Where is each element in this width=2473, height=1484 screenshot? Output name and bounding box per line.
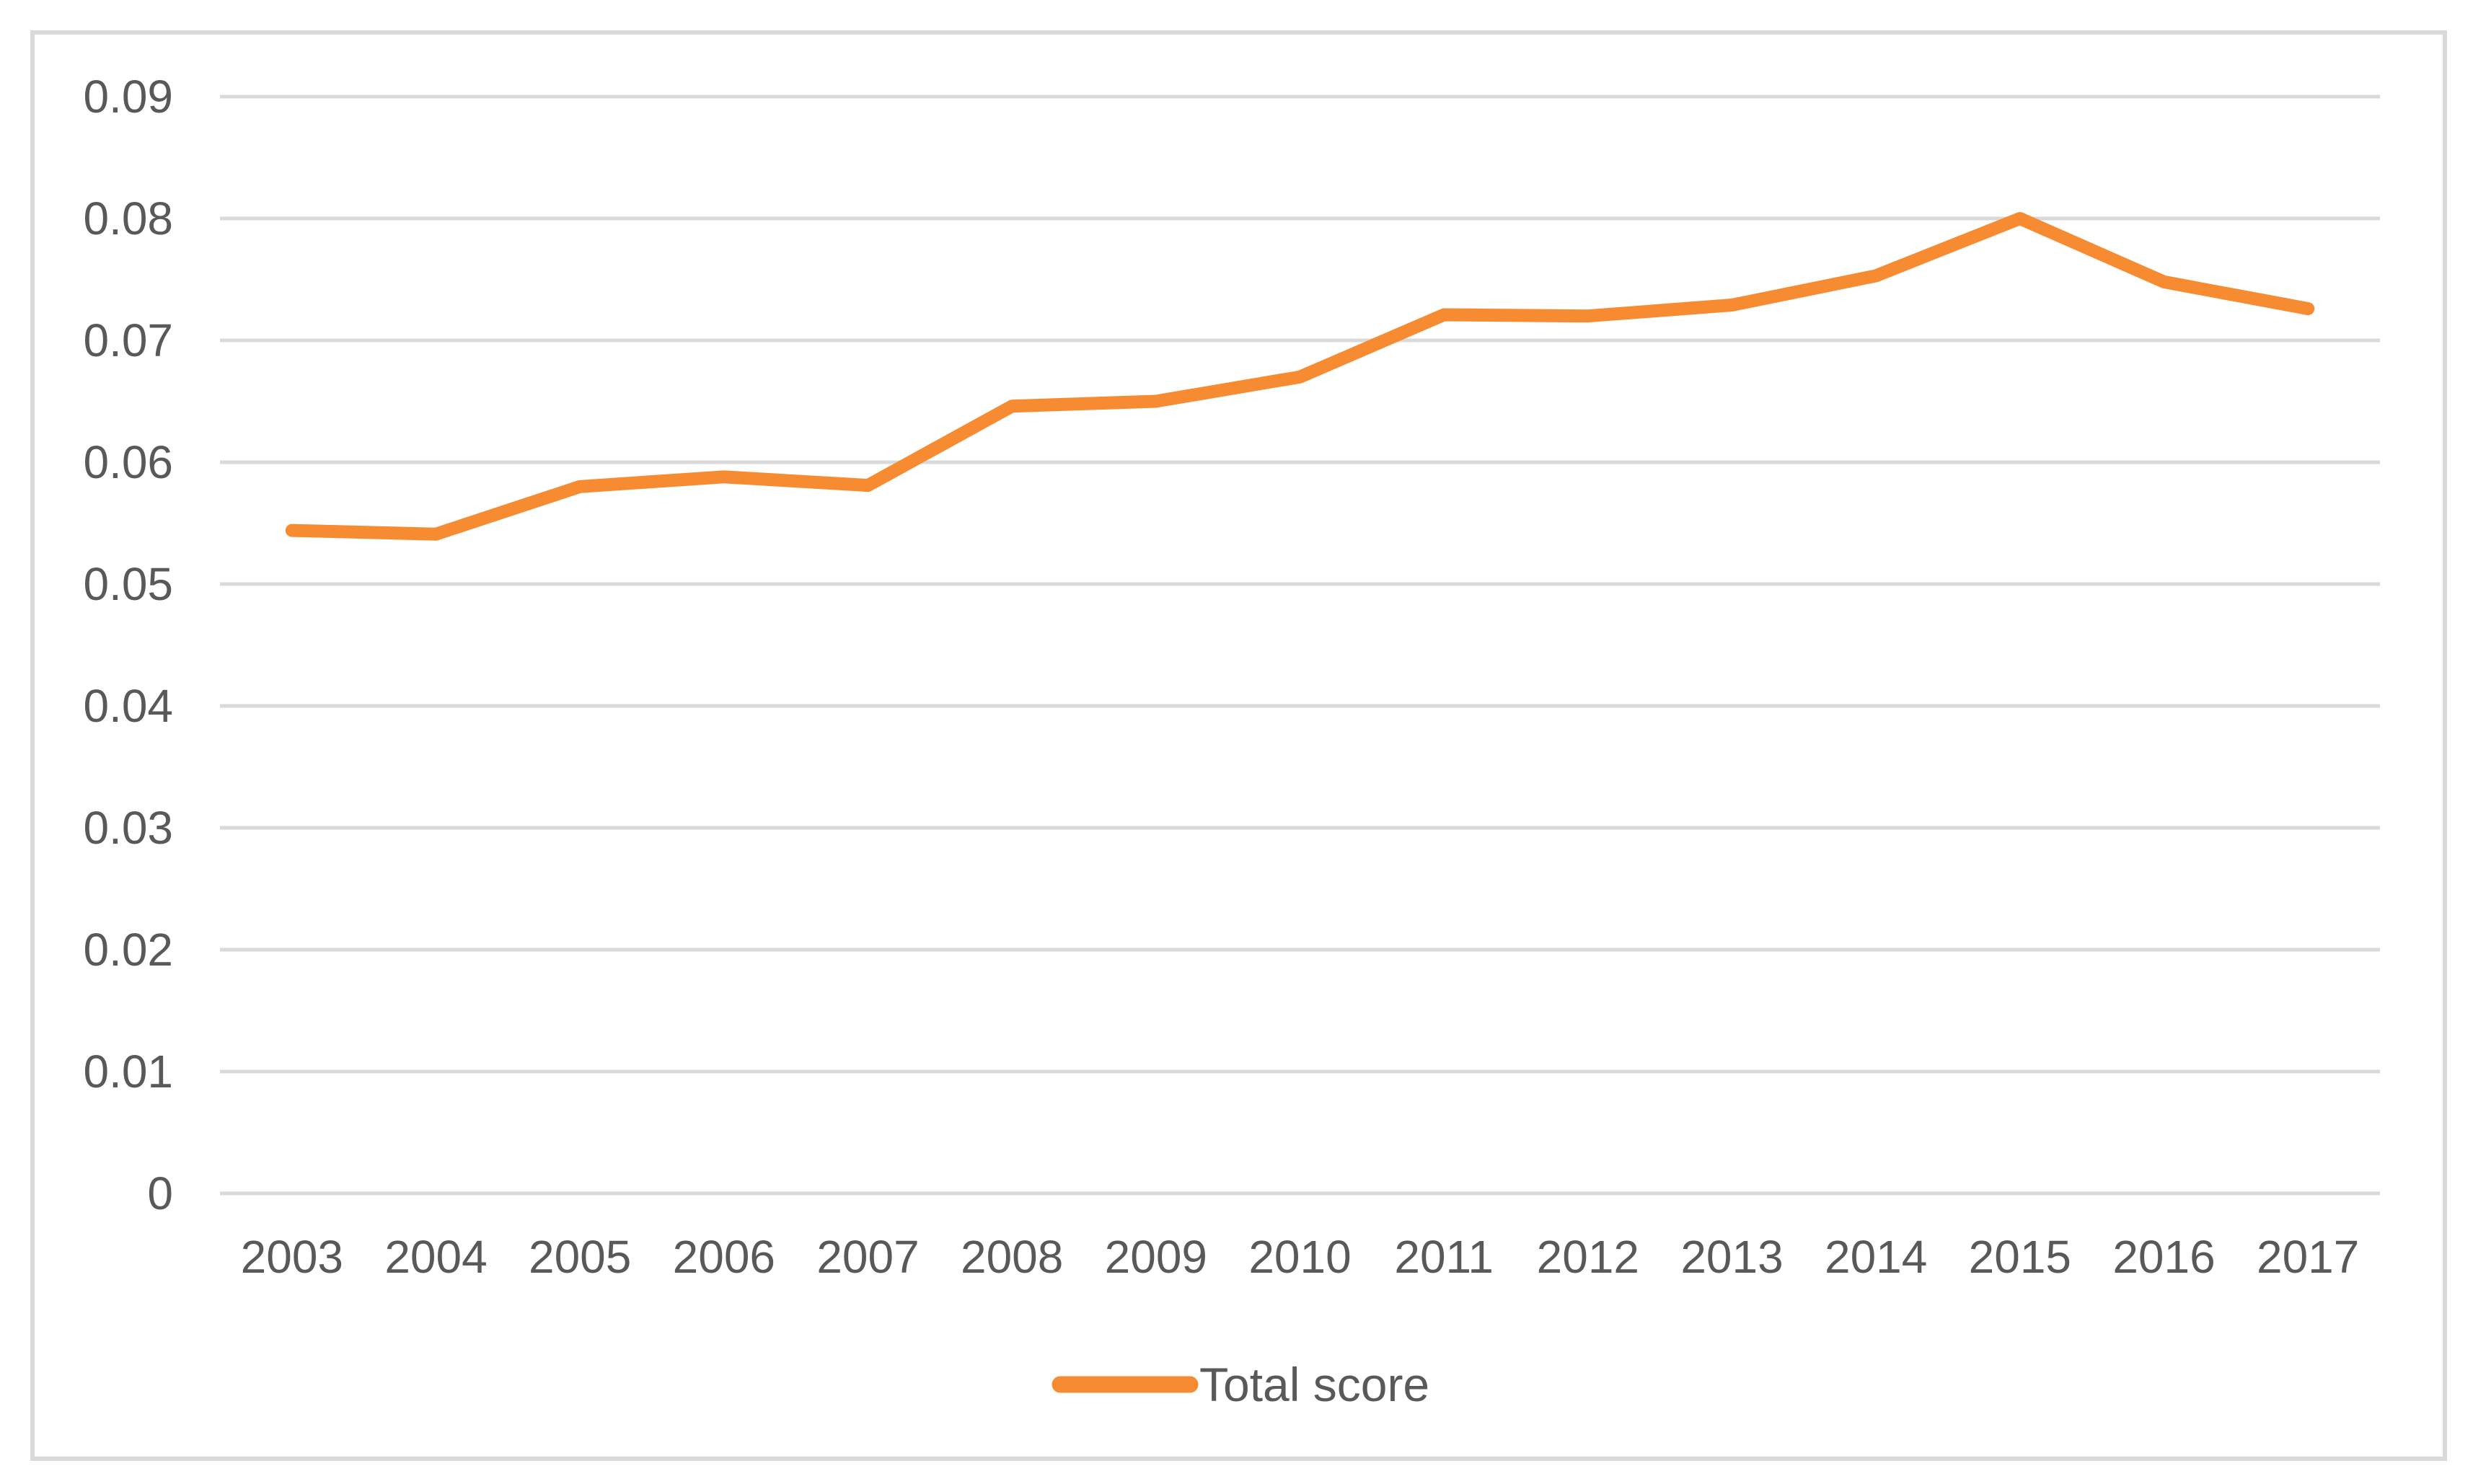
y-tick-label: 0.05 <box>83 558 173 610</box>
x-tick-label: 2006 <box>673 1231 775 1283</box>
x-tick-label: 2009 <box>1105 1231 1207 1283</box>
chart-border <box>30 30 2447 1461</box>
x-tick-label: 2005 <box>529 1231 631 1283</box>
x-tick-label: 2017 <box>2257 1231 2359 1283</box>
x-tick-label: 2013 <box>1680 1231 1783 1283</box>
x-tick-label: 2012 <box>1537 1231 1639 1283</box>
legend-label: Total score <box>1199 1358 1429 1411</box>
y-tick-label: 0.01 <box>83 1046 173 1097</box>
x-tick-label: 2016 <box>2112 1231 2215 1283</box>
y-axis-tick-labels: 0 0.01 0.02 0.03 0.04 0.05 0.06 0.07 0.08 0.09 <box>83 71 173 1219</box>
x-tick-label: 2004 <box>384 1231 487 1283</box>
y-tick-label: 0.02 <box>83 924 173 976</box>
y-tick-label: 0.03 <box>83 802 173 854</box>
x-tick-label: 2011 <box>1394 1231 1494 1283</box>
x-tick-label: 2003 <box>241 1231 343 1283</box>
x-tick-label: 2015 <box>1969 1231 2071 1283</box>
y-tick-label: 0.06 <box>83 436 173 488</box>
x-tick-label: 2010 <box>1248 1231 1351 1283</box>
x-tick-label: 2007 <box>816 1231 919 1283</box>
legend: Total score <box>1052 1358 1429 1411</box>
y-tick-label: 0.08 <box>83 193 173 244</box>
y-tick-label: 0.09 <box>83 71 173 123</box>
x-tick-label: 2008 <box>961 1231 1063 1283</box>
gridlines-group <box>220 94 2380 1196</box>
y-tick-label: 0 <box>147 1167 173 1219</box>
total-score-line <box>285 212 2315 541</box>
y-tick-label: 0.04 <box>83 680 173 732</box>
y-tick-label: 0.07 <box>83 314 173 366</box>
x-axis-tick-labels: 2003 2004 2005 2006 2007 2008 2009 2010 2011 2012… <box>241 1231 2360 1283</box>
x-tick-label: 2014 <box>1825 1231 1927 1283</box>
